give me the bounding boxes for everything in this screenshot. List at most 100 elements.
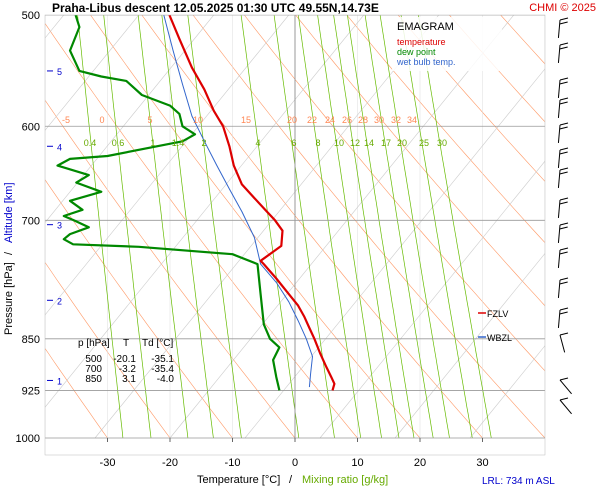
moist-adiabat-line <box>169 15 514 439</box>
dry-adiabat-line <box>45 99 296 439</box>
pressure-tick-label: 1000 <box>16 433 40 445</box>
moist-adiabat-line <box>45 15 289 316</box>
dry-adiabat-label: 28 <box>358 115 368 125</box>
mixing-ratio-line <box>400 15 473 439</box>
plot-area <box>45 0 600 439</box>
values-table: p [hPa] T Td [°C] 500 -20.1 -35.1 700 -3… <box>78 338 174 385</box>
dry-adiabat-line <box>45 22 358 439</box>
mixing-ratio-line <box>347 15 415 439</box>
wind-barb <box>557 122 569 143</box>
mixing-ratio-line <box>273 15 335 439</box>
altitude-tick-label: 5 <box>57 67 62 77</box>
wind-barb <box>557 247 569 268</box>
dry-adiabat-line <box>397 15 545 182</box>
table-cell: -35.1 <box>151 354 174 365</box>
lrl-label: LRL: 734 m ASL <box>482 476 555 487</box>
moist-adiabat-line <box>544 437 545 438</box>
mixing-ratio-line <box>137 15 189 439</box>
mixing-ratio-line <box>333 15 400 439</box>
dry-adiabat-labels: -5 0 5 10 15 20 22 24 26 28 30 32 34 <box>62 115 417 125</box>
mixing-ratio-label: 1.4 <box>172 138 185 148</box>
dry-adiabat-label: 26 <box>342 115 352 125</box>
table-cell: -3.2 <box>119 364 137 375</box>
mixing-ratio-line <box>317 15 382 439</box>
dry-adiabat-line <box>141 15 483 439</box>
table-cell: 500 <box>85 354 102 365</box>
mixing-ratio-line <box>297 15 362 439</box>
wind-barb <box>557 277 569 298</box>
mixing-ratio-label: 20 <box>397 138 407 148</box>
mixing-ratio-label: 1 <box>150 138 155 148</box>
ylabel-altitude: Altitude [km] <box>3 182 15 243</box>
moist-adiabat-line <box>45 15 139 131</box>
wind-barb <box>557 42 569 63</box>
pressure-tick-label: 600 <box>22 121 40 133</box>
altitude-tick-label: 2 <box>57 296 62 306</box>
dry-adiabat-line <box>295 15 545 307</box>
fzlv-label: FZLV <box>487 309 508 319</box>
wind-barb <box>557 97 569 118</box>
legend-box <box>392 17 502 71</box>
mixing-ratio-lines <box>77 15 492 439</box>
mixing-ratio-label: 6 <box>291 138 296 148</box>
mixing-ratio-label: 17 <box>381 138 391 148</box>
table-cell: -20.1 <box>113 354 136 365</box>
dry-adiabat-label: 0 <box>99 115 104 125</box>
table-header-p: p [hPa] <box>78 338 110 349</box>
wet-bulb-line <box>163 15 313 388</box>
temperature-tick-label: -30 <box>100 457 116 469</box>
wind-barb <box>557 77 569 98</box>
mixing-ratio-label: 30 <box>437 138 447 148</box>
table-cell: 700 <box>85 364 102 375</box>
ylabel-pressure: Pressure [hPa] <box>3 262 15 335</box>
mixing-ratio-line <box>187 15 242 439</box>
altitude-tick-label: 4 <box>57 142 62 152</box>
pressure-tick-label: 700 <box>22 215 40 227</box>
wbzl-label: WBZL <box>487 333 512 343</box>
legend-title: EMAGRAM <box>397 21 454 33</box>
mixing-ratio-line <box>379 15 450 439</box>
mixing-ratio-line <box>161 15 214 439</box>
dew-point-line <box>56 15 281 391</box>
temperature-tick-label: 30 <box>476 457 488 469</box>
mixing-ratio-label: 12 <box>350 138 360 148</box>
table-header-t: T <box>123 338 129 349</box>
xlabel-separator: / <box>289 474 293 486</box>
moist-adiabat-line <box>319 160 545 439</box>
dry-adiabat-line <box>45 347 108 439</box>
mixing-ratio-labels: 0.4 0.6 1 1.4 2 4 6 8 10 12 14 17 20 25 30 <box>84 138 447 148</box>
dry-adiabat-line <box>346 15 545 244</box>
dry-adiabat-label: -5 <box>62 115 70 125</box>
moist-adiabat-line <box>469 345 545 439</box>
mixing-ratio-label: 0.4 <box>84 138 97 148</box>
temperature-tick-labels: -30 -20 -10 0 10 20 30 <box>100 438 489 469</box>
table-cell: -35.4 <box>151 364 174 375</box>
ylabel-separator: / <box>3 251 15 255</box>
mixing-ratio-line <box>103 15 152 439</box>
dry-adiabat-line <box>45 261 171 439</box>
dry-adiabat-line <box>529 0 600 438</box>
dry-adiabat-label: 15 <box>241 115 251 125</box>
moist-adiabat-line <box>45 15 364 408</box>
credit-label: CHMI © 2025 <box>529 2 596 14</box>
temperature-tick-label: 10 <box>351 457 363 469</box>
table-cell: -4.0 <box>157 374 175 385</box>
table-cell: 850 <box>85 374 102 385</box>
temperature-tick-label: -20 <box>162 457 178 469</box>
mixing-ratio-label: 2 <box>201 138 206 148</box>
wind-barb <box>557 147 569 168</box>
wind-barb <box>557 222 569 243</box>
xlabel-temperature: Temperature [°C] <box>197 474 280 486</box>
dry-adiabat-label: 22 <box>307 115 317 125</box>
dry-adiabat-label: 10 <box>193 115 203 125</box>
moist-adiabat-line <box>394 252 545 439</box>
wind-barb <box>557 307 569 328</box>
dry-adiabat-line <box>448 15 545 123</box>
moist-adiabat-line <box>94 15 439 439</box>
mixing-ratio-label: 8 <box>315 138 320 148</box>
pressure-tick-label: 850 <box>22 334 40 346</box>
plot-border <box>44 14 546 456</box>
mixing-ratio-label: 4 <box>255 138 260 148</box>
pressure-tick-label: 500 <box>22 10 40 22</box>
